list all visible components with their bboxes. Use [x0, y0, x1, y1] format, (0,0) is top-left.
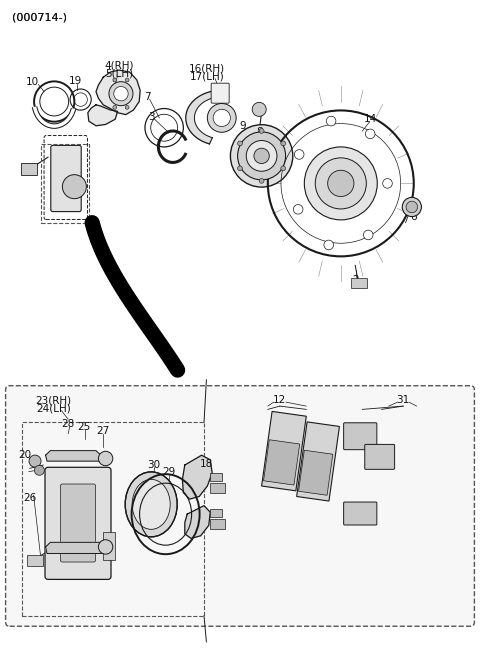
Text: 17(LH): 17(LH) — [190, 71, 225, 82]
Text: 21: 21 — [29, 458, 43, 468]
Circle shape — [62, 175, 86, 198]
Polygon shape — [185, 506, 210, 538]
Circle shape — [315, 158, 366, 209]
Text: 29: 29 — [162, 466, 176, 477]
Text: 27: 27 — [82, 527, 96, 537]
Bar — [210, 519, 225, 529]
Text: 31: 31 — [396, 394, 410, 405]
Text: 25: 25 — [77, 422, 91, 432]
Circle shape — [281, 141, 286, 146]
Circle shape — [114, 86, 128, 101]
Circle shape — [113, 78, 117, 82]
FancyBboxPatch shape — [365, 444, 395, 470]
Circle shape — [213, 109, 230, 126]
Bar — [299, 450, 333, 495]
Polygon shape — [182, 455, 212, 499]
FancyBboxPatch shape — [51, 145, 81, 212]
Polygon shape — [46, 542, 105, 553]
Circle shape — [125, 105, 129, 109]
Bar — [262, 411, 306, 491]
Circle shape — [304, 147, 377, 220]
Text: 9: 9 — [239, 121, 246, 131]
Text: 23(RH): 23(RH) — [36, 396, 72, 406]
Text: 8: 8 — [256, 127, 263, 138]
Circle shape — [294, 150, 304, 159]
Text: (000714-): (000714-) — [12, 12, 67, 22]
Text: 14: 14 — [364, 114, 377, 124]
Polygon shape — [96, 70, 140, 115]
Text: 5(LH): 5(LH) — [105, 68, 133, 79]
Polygon shape — [88, 105, 118, 126]
FancyBboxPatch shape — [211, 83, 229, 103]
Circle shape — [238, 141, 242, 146]
Circle shape — [293, 204, 303, 214]
Circle shape — [406, 201, 418, 213]
FancyBboxPatch shape — [6, 386, 474, 626]
Circle shape — [254, 148, 269, 164]
Circle shape — [252, 102, 266, 117]
Circle shape — [259, 178, 264, 183]
Circle shape — [246, 141, 277, 171]
Circle shape — [207, 103, 236, 132]
Ellipse shape — [125, 472, 177, 537]
Text: 20: 20 — [18, 450, 32, 460]
Text: 16(RH): 16(RH) — [189, 64, 226, 74]
Circle shape — [109, 82, 133, 105]
Circle shape — [259, 128, 264, 134]
Text: 1: 1 — [23, 164, 30, 174]
FancyBboxPatch shape — [344, 422, 377, 450]
Circle shape — [98, 540, 113, 554]
Circle shape — [363, 230, 373, 240]
Circle shape — [365, 129, 375, 139]
Circle shape — [324, 240, 334, 250]
Text: 24(LH): 24(LH) — [36, 403, 71, 414]
Bar — [297, 422, 339, 501]
Text: 2: 2 — [352, 275, 359, 286]
FancyBboxPatch shape — [45, 467, 111, 580]
Polygon shape — [46, 451, 101, 461]
Text: 6: 6 — [410, 212, 417, 223]
Ellipse shape — [132, 479, 170, 529]
FancyBboxPatch shape — [27, 555, 43, 566]
Text: 4(RH): 4(RH) — [104, 60, 134, 71]
Circle shape — [125, 78, 129, 82]
FancyBboxPatch shape — [21, 163, 36, 176]
Circle shape — [326, 117, 336, 126]
Text: 19: 19 — [69, 76, 83, 86]
FancyBboxPatch shape — [351, 278, 367, 288]
Text: (000714-): (000714-) — [12, 12, 67, 22]
Text: 12: 12 — [273, 394, 287, 405]
FancyBboxPatch shape — [344, 502, 377, 525]
Text: 28: 28 — [61, 419, 75, 430]
Circle shape — [238, 132, 286, 180]
Circle shape — [29, 455, 41, 467]
Text: 30: 30 — [147, 460, 160, 470]
Bar — [103, 532, 115, 560]
Bar — [210, 474, 222, 481]
Text: 10: 10 — [26, 77, 39, 87]
Circle shape — [383, 179, 392, 188]
Text: 26: 26 — [23, 493, 36, 503]
FancyBboxPatch shape — [60, 484, 96, 562]
Circle shape — [230, 124, 293, 187]
Text: 7: 7 — [144, 92, 151, 102]
Text: 3: 3 — [148, 111, 155, 122]
Bar — [210, 483, 225, 493]
Circle shape — [35, 465, 44, 476]
Bar — [264, 440, 300, 485]
Text: 27: 27 — [96, 426, 110, 436]
Text: 18: 18 — [200, 458, 213, 469]
Bar — [210, 510, 222, 517]
Circle shape — [98, 451, 113, 466]
Circle shape — [281, 166, 286, 171]
Circle shape — [238, 166, 242, 171]
Polygon shape — [186, 90, 228, 144]
Circle shape — [113, 105, 117, 109]
Circle shape — [328, 170, 354, 196]
Circle shape — [402, 197, 421, 217]
